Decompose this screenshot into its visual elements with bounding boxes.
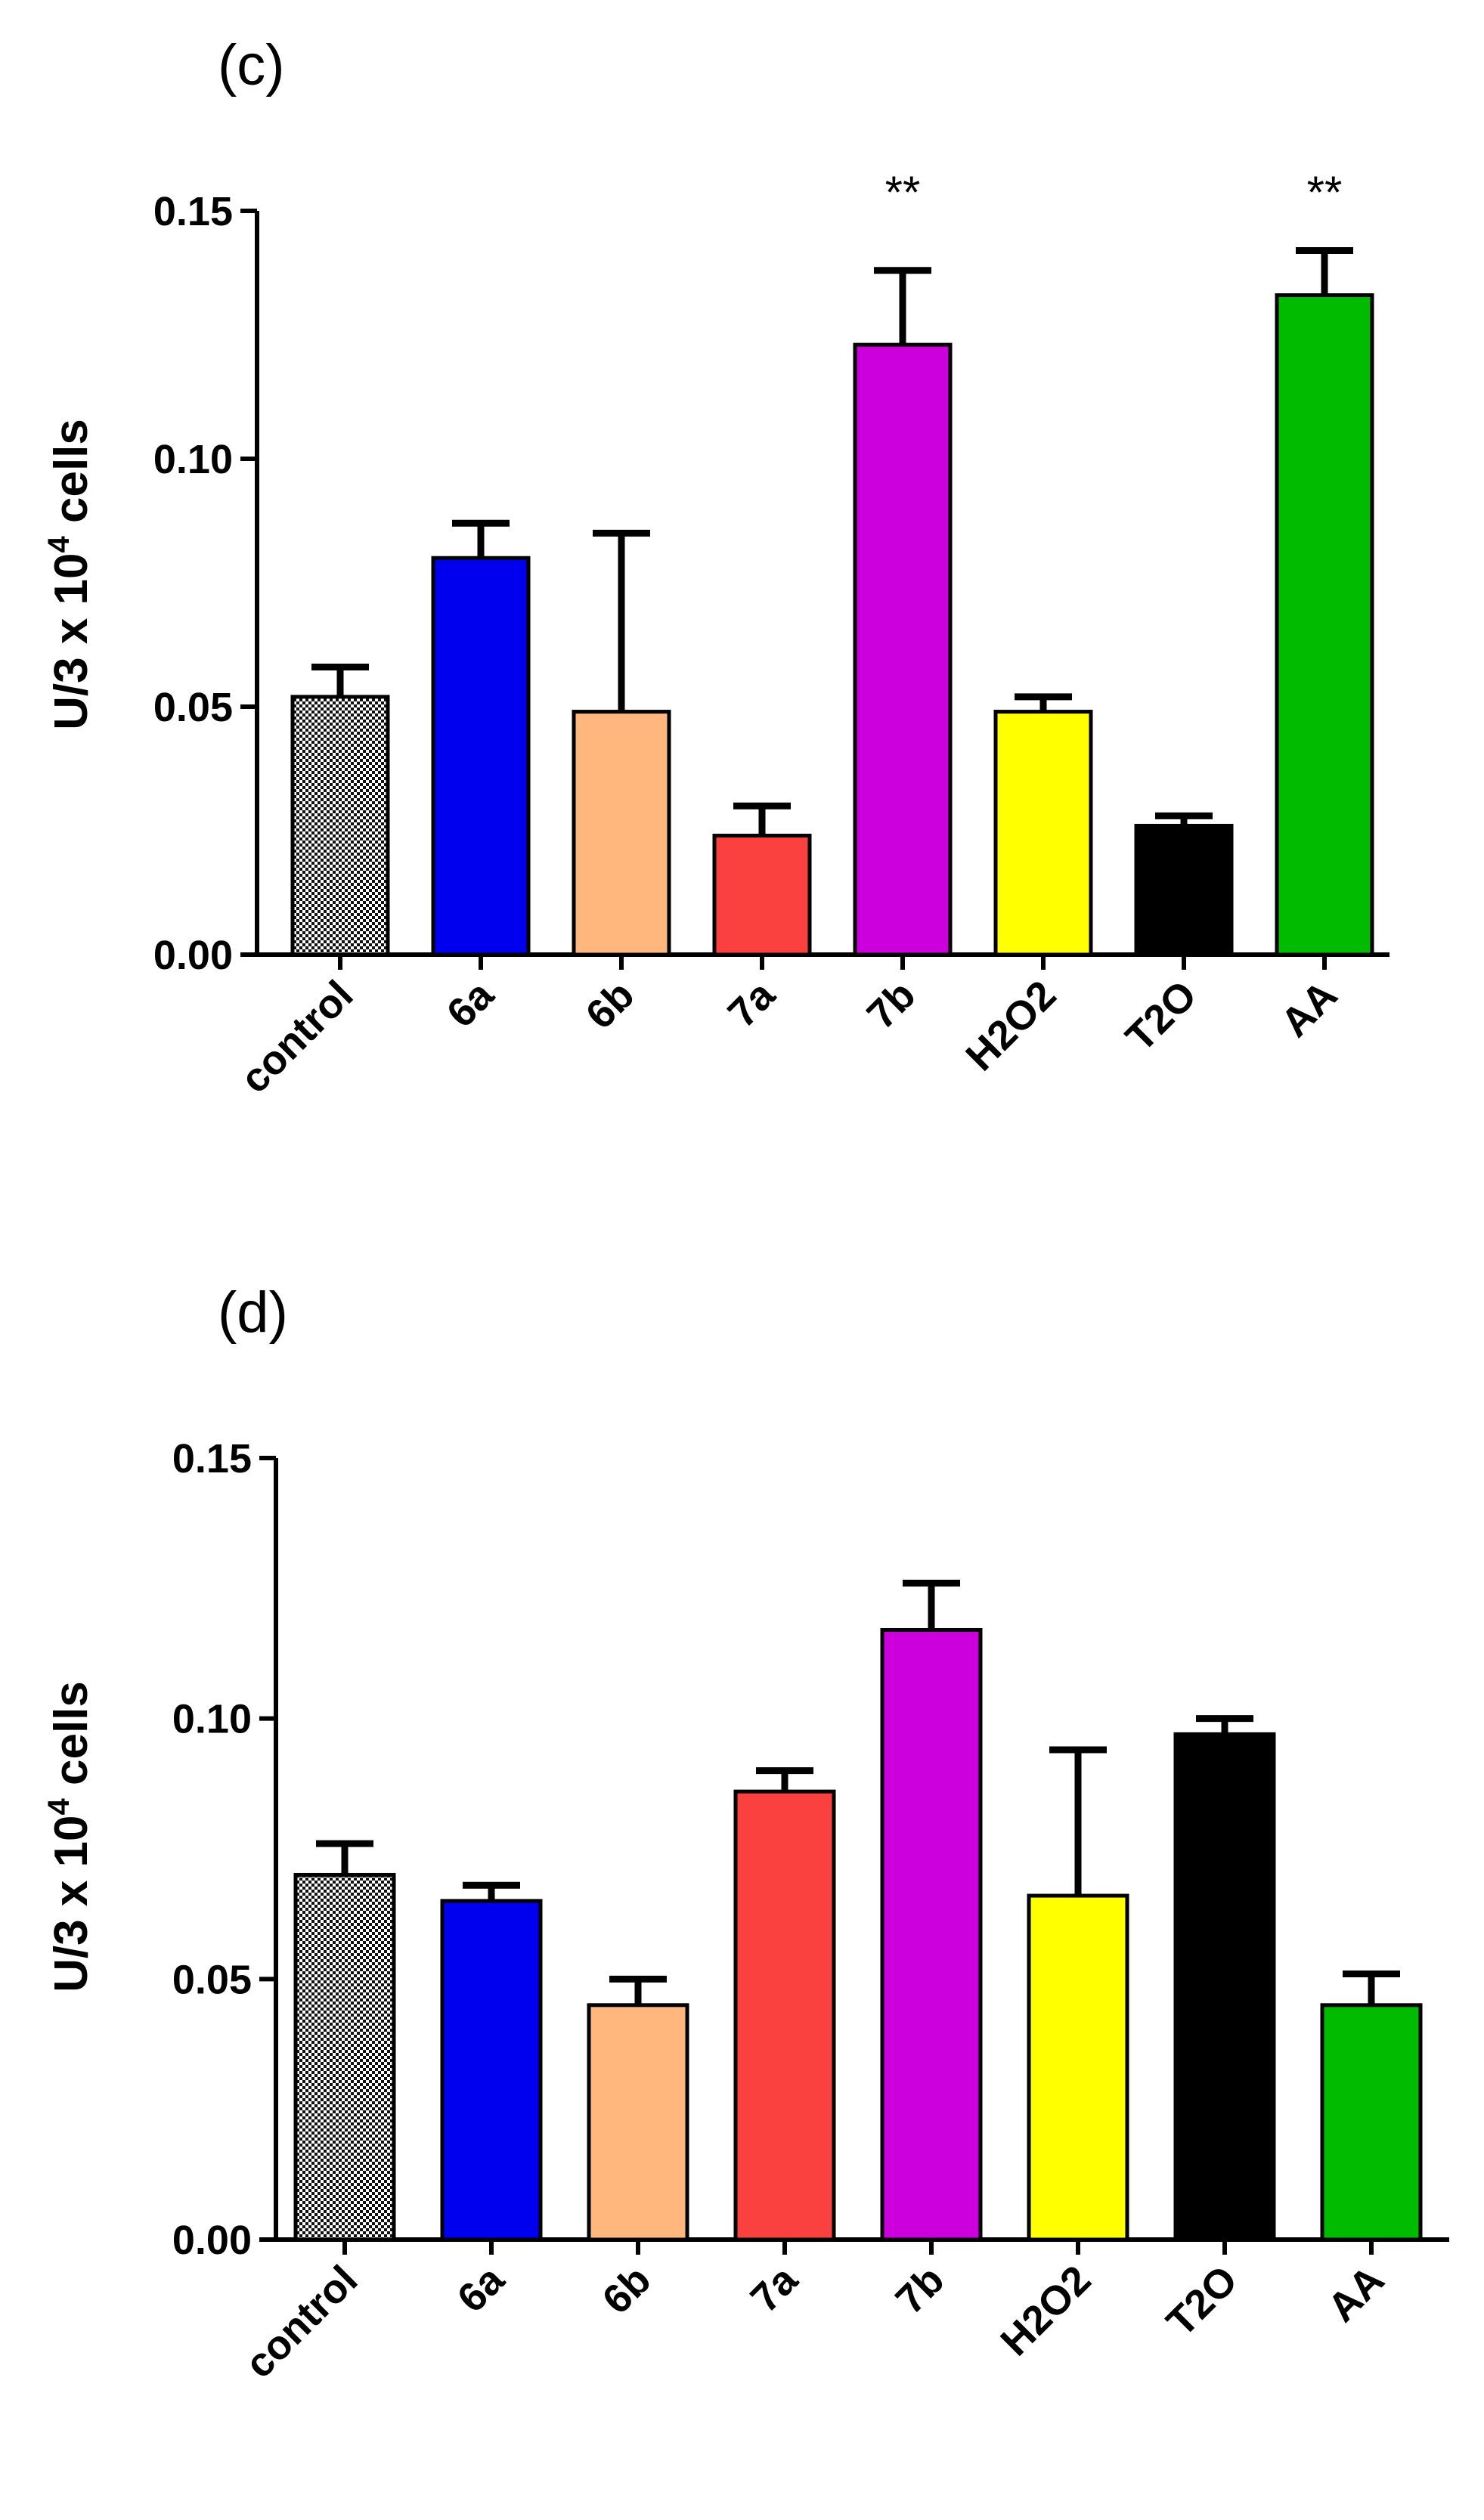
bar-control: [293, 1872, 396, 2242]
bars: [293, 1627, 1423, 2242]
x-tick-label: T2O: [1158, 2257, 1247, 2345]
x-tick-label: 7a: [742, 2256, 807, 2321]
significance-marks: ** **: [885, 167, 1343, 218]
x-tick-label: 6b: [577, 972, 643, 1038]
x-tick-label: 6a: [449, 2256, 514, 2321]
error-bar-6b: [593, 529, 650, 712]
x-tick-label: AA: [1272, 972, 1346, 1046]
error-bar-AA: [1343, 1970, 1400, 2005]
x-tick-label: H2O2: [957, 972, 1064, 1079]
x-tick-label: 7b: [858, 972, 924, 1038]
significance-label: **: [885, 167, 921, 218]
bar-H2O2: [993, 710, 1093, 957]
bars: [290, 293, 1374, 957]
error-bar-7b: [903, 1579, 960, 1630]
x-tick-labels: control 6a 6b 7a 7b H2O2 T2O AA: [232, 955, 1346, 1102]
error-bar-7a: [756, 1767, 813, 1792]
y-tick-label: 0.00: [153, 933, 233, 978]
y-axis-label: U/3 x 104 cells: [42, 1681, 98, 1992]
bar-AA: [1320, 2003, 1423, 2242]
error-bar-AA: [1296, 246, 1353, 296]
bar-6b: [572, 710, 671, 957]
y-tick-label: 0.05: [172, 1957, 252, 2002]
error-bar-6a: [452, 519, 510, 559]
bar-7a: [733, 1789, 836, 2242]
error-bar-7b: [874, 267, 931, 345]
error-bar-control: [316, 1840, 373, 1875]
error-bar-H2O2: [1049, 1746, 1107, 1896]
x-tick-label: T2O: [1117, 972, 1206, 1060]
bar-7b: [853, 342, 953, 957]
x-tick-label: 6a: [438, 971, 503, 1036]
x-tick-label: 6b: [593, 2257, 659, 2323]
y-ticks: 0.00 0.05 0.10 0.15: [172, 1436, 276, 2263]
y-tick-label: 0.15: [153, 189, 233, 234]
error-bar-T2O: [1196, 1715, 1253, 1735]
y-tick-label: 0.15: [172, 1436, 252, 1481]
bar-T2O: [1134, 823, 1234, 957]
x-tick-label: AA: [1319, 2257, 1393, 2331]
y-tick-label: 0.10: [172, 1697, 252, 1742]
error-bar-T2O: [1155, 812, 1213, 826]
bar-6a: [431, 556, 531, 957]
x-tick-label: control: [232, 972, 362, 1102]
bar-control: [290, 695, 390, 957]
error-bar-6a: [463, 1881, 520, 1901]
panel-label: (d): [218, 1280, 288, 1345]
x-tick-label: 7b: [887, 2257, 953, 2323]
bar-6a: [440, 1899, 543, 2242]
chart-panel-c: (c) U/3 x 104 cells 0.00 0.05 0.10 0.15 con…: [42, 33, 1390, 1102]
error-bar-H2O2: [1015, 693, 1072, 712]
error-bar-7a: [733, 802, 791, 836]
error-bars: [311, 246, 1353, 836]
error-bar-control: [311, 664, 369, 697]
bar-7a: [712, 834, 812, 957]
x-tick-label: H2O2: [992, 2257, 1099, 2364]
x-tick-label: 7a: [720, 971, 785, 1036]
bar-H2O2: [1027, 1893, 1129, 2242]
y-tick-label: 0.05: [153, 685, 233, 730]
y-tick-label: 0.10: [153, 437, 233, 482]
error-bar-6b: [609, 1975, 667, 2005]
significance-label: **: [1307, 167, 1343, 218]
chart-panel-d: (d) U/3 x 104 cells 0.00 0.05 0.10 0.15 con…: [42, 1280, 1449, 2387]
x-tick-labels: control 6a 6b 7a 7b H2O2 T2O AA: [237, 2240, 1393, 2387]
error-bars: [316, 1579, 1400, 2005]
bar-T2O: [1173, 1732, 1276, 2242]
bar-6b: [587, 2003, 689, 2242]
y-ticks: 0.00 0.05 0.10 0.15: [153, 189, 257, 978]
panel-label: (c): [218, 33, 285, 98]
bar-7b: [880, 1627, 983, 2242]
y-axis-label: U/3 x 104 cells: [42, 419, 98, 730]
y-tick-label: 0.00: [172, 2218, 252, 2263]
bar-AA: [1275, 293, 1374, 957]
x-tick-label: control: [237, 2257, 367, 2387]
